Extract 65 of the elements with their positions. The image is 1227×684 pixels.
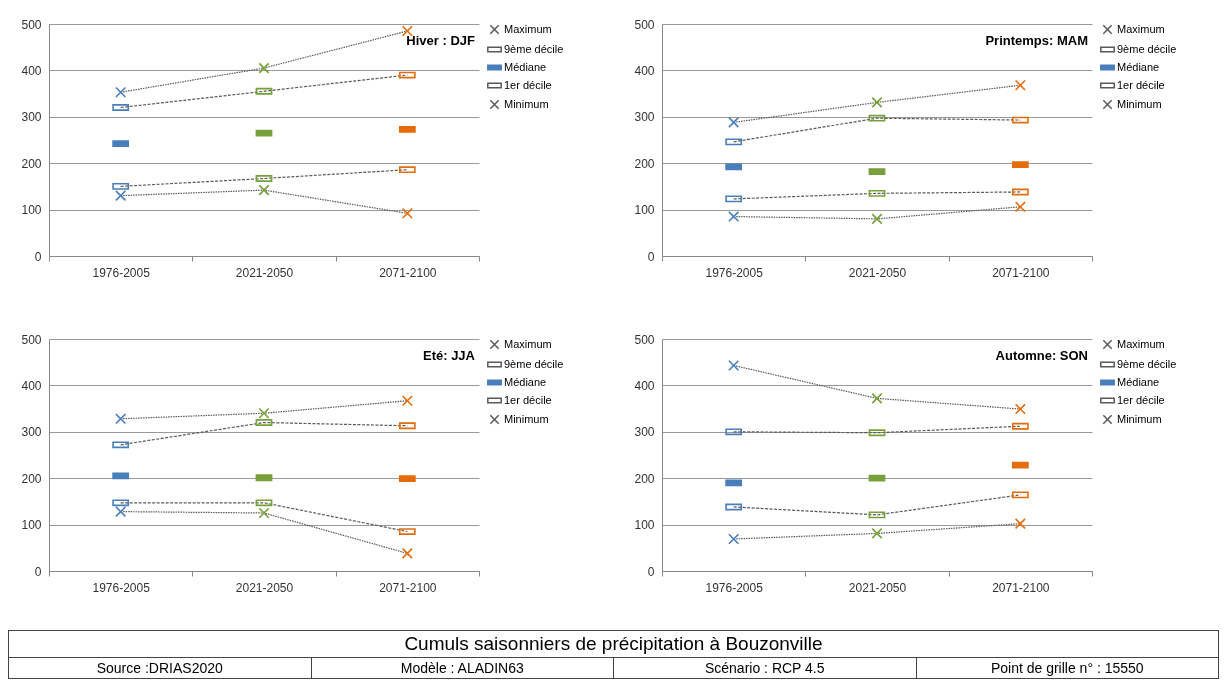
- y-tick-label: 200: [21, 471, 42, 486]
- legend-label: Médiane: [504, 60, 547, 73]
- legend-label: 9ème décile: [504, 42, 564, 55]
- legend-label: Maximum: [1117, 337, 1165, 350]
- y-tick-label: 400: [634, 63, 655, 78]
- x-tick-label: 1976-2005: [92, 265, 151, 280]
- text: Hiver : DJF: [406, 33, 476, 48]
- text: Scénario : RCP 4.5: [614, 658, 917, 678]
- text: Cumuls saisonniers de précipitation à Bouzonville: [9, 631, 1218, 658]
- legend-label: 9ème décile: [1117, 357, 1177, 370]
- y-tick-label: 0: [34, 249, 42, 264]
- legend-label: Maximum: [504, 337, 552, 350]
- x-tick-label: 2021-2050: [235, 265, 294, 280]
- y-tick-label: 100: [21, 203, 42, 218]
- y-tick-label: 200: [634, 156, 655, 171]
- legend-label: Minimum: [1117, 97, 1162, 110]
- x-tick-label: 2071-2100: [992, 265, 1050, 280]
- legend-label: 1er décile: [1117, 393, 1165, 406]
- y-tick-label: 400: [21, 63, 42, 78]
- legend-label: Maximum: [1117, 22, 1165, 35]
- y-tick-label: 300: [21, 110, 42, 125]
- text: Modèle : ALADIN63: [311, 658, 614, 678]
- x-tick-label: 2071-2100: [992, 580, 1050, 595]
- y-tick-label: 500: [21, 332, 42, 347]
- x-tick-label: 1976-2005: [92, 580, 151, 595]
- y-tick-label: 500: [634, 332, 655, 347]
- legend-label: Maximum: [504, 22, 552, 35]
- y-tick-label: 300: [634, 425, 655, 440]
- text: Eté: JJA: [422, 348, 476, 363]
- y-tick-label: 500: [634, 17, 655, 32]
- y-tick-label: 100: [21, 518, 42, 533]
- x-tick-label: 2021-2050: [235, 580, 294, 595]
- legend-label: 1er décile: [504, 393, 552, 406]
- y-tick-label: 300: [21, 425, 42, 440]
- source-note: Source :DRIAS2020: [9, 658, 312, 678]
- legend-label: 9ème décile: [504, 357, 564, 370]
- text: Automne: SON: [995, 348, 1088, 363]
- y-tick-label: 500: [21, 17, 42, 32]
- legend-label: Médiane: [1117, 375, 1160, 388]
- legend-label: 1er décile: [504, 78, 552, 91]
- legend-label: 9ème décile: [1117, 42, 1177, 55]
- x-tick-label: 2071-2100: [379, 580, 437, 595]
- x-tick-label: 1976-2005: [705, 580, 764, 595]
- y-tick-label: 0: [34, 564, 42, 579]
- legend-label: Médiane: [504, 375, 547, 388]
- y-tick-label: 100: [634, 518, 655, 533]
- y-tick-label: 0: [647, 249, 655, 264]
- y-tick-label: 300: [634, 110, 655, 125]
- text: Point de grille n° : 15550: [989, 659, 1145, 678]
- legend-label: Minimum: [1117, 412, 1162, 425]
- legend-label: Minimum: [504, 97, 549, 110]
- y-tick-label: 0: [647, 564, 655, 579]
- legend-label: 1er décile: [1117, 78, 1165, 91]
- x-tick-label: 2071-2100: [379, 265, 437, 280]
- text: Printemps: MAM: [985, 33, 1088, 48]
- y-tick-label: 400: [634, 378, 655, 393]
- y-tick-label: 200: [21, 156, 42, 171]
- y-tick-label: 200: [634, 471, 655, 486]
- x-tick-label: 2021-2050: [848, 265, 907, 280]
- x-tick-label: 2021-2050: [848, 580, 907, 595]
- legend-label: Minimum: [504, 412, 549, 425]
- x-tick-label: 1976-2005: [705, 265, 764, 280]
- legend-label: Médiane: [1117, 60, 1160, 73]
- y-tick-label: 400: [21, 378, 42, 393]
- y-tick-label: 100: [634, 203, 655, 218]
